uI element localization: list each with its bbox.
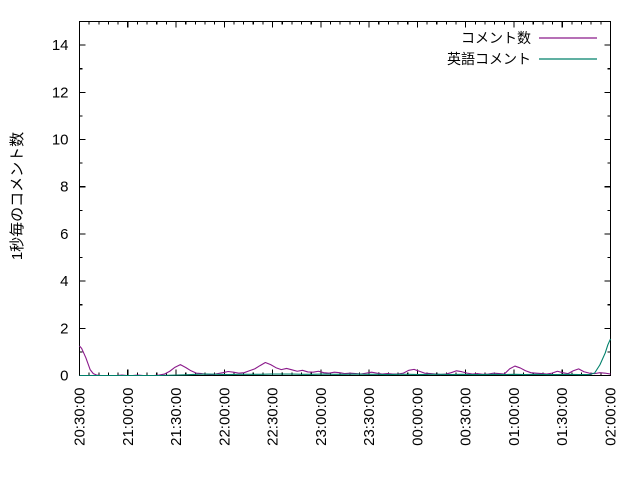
series-line-2	[79, 338, 612, 377]
y-tick-label: 2	[60, 320, 68, 337]
y-axis-tick-labels: 0 2 4 6 8 10 12 14	[52, 37, 69, 384]
x-tick-label: 01:00:00	[506, 388, 523, 446]
y-tick-label: 14	[52, 37, 69, 54]
x-tick-label: 00:30:00	[458, 388, 475, 446]
data-series-group	[79, 338, 612, 377]
y-tick-label: 0	[60, 368, 68, 385]
y-axis-ticks	[79, 44, 611, 377]
y-tick-label: 12	[52, 84, 69, 101]
x-tick-label: 22:30:00	[265, 388, 282, 446]
y-tick-label: 10	[52, 132, 69, 149]
x-tick-label: 20:30:00	[72, 388, 89, 446]
x-axis-tick-labels: 20:30:00 21:00:00 21:30:00 22:00:00 22:30:00…	[72, 388, 620, 446]
y-tick-label: 4	[60, 273, 68, 290]
legend-label-2: 英語コメント	[447, 51, 531, 67]
x-tick-label: 23:00:00	[313, 388, 330, 446]
x-tick-label: 23:30:00	[361, 388, 378, 446]
x-tick-label: 21:00:00	[120, 388, 137, 446]
plot-frame	[78, 20, 612, 377]
x-tick-label: 01:30:00	[554, 388, 571, 446]
x-tick-label: 21:30:00	[168, 388, 185, 446]
x-tick-label: 22:00:00	[216, 388, 233, 446]
y-axis-title: 1秒毎のコメント数	[9, 132, 26, 260]
legend-label-1: コメント数	[461, 30, 531, 46]
y-tick-label: 6	[60, 226, 68, 243]
x-tick-label: 00:00:00	[409, 388, 426, 446]
y-axis-title-group: 1秒毎のコメント数	[9, 132, 26, 260]
y-tick-label: 8	[60, 179, 68, 196]
x-tick-label: 02:00:00	[603, 388, 620, 446]
